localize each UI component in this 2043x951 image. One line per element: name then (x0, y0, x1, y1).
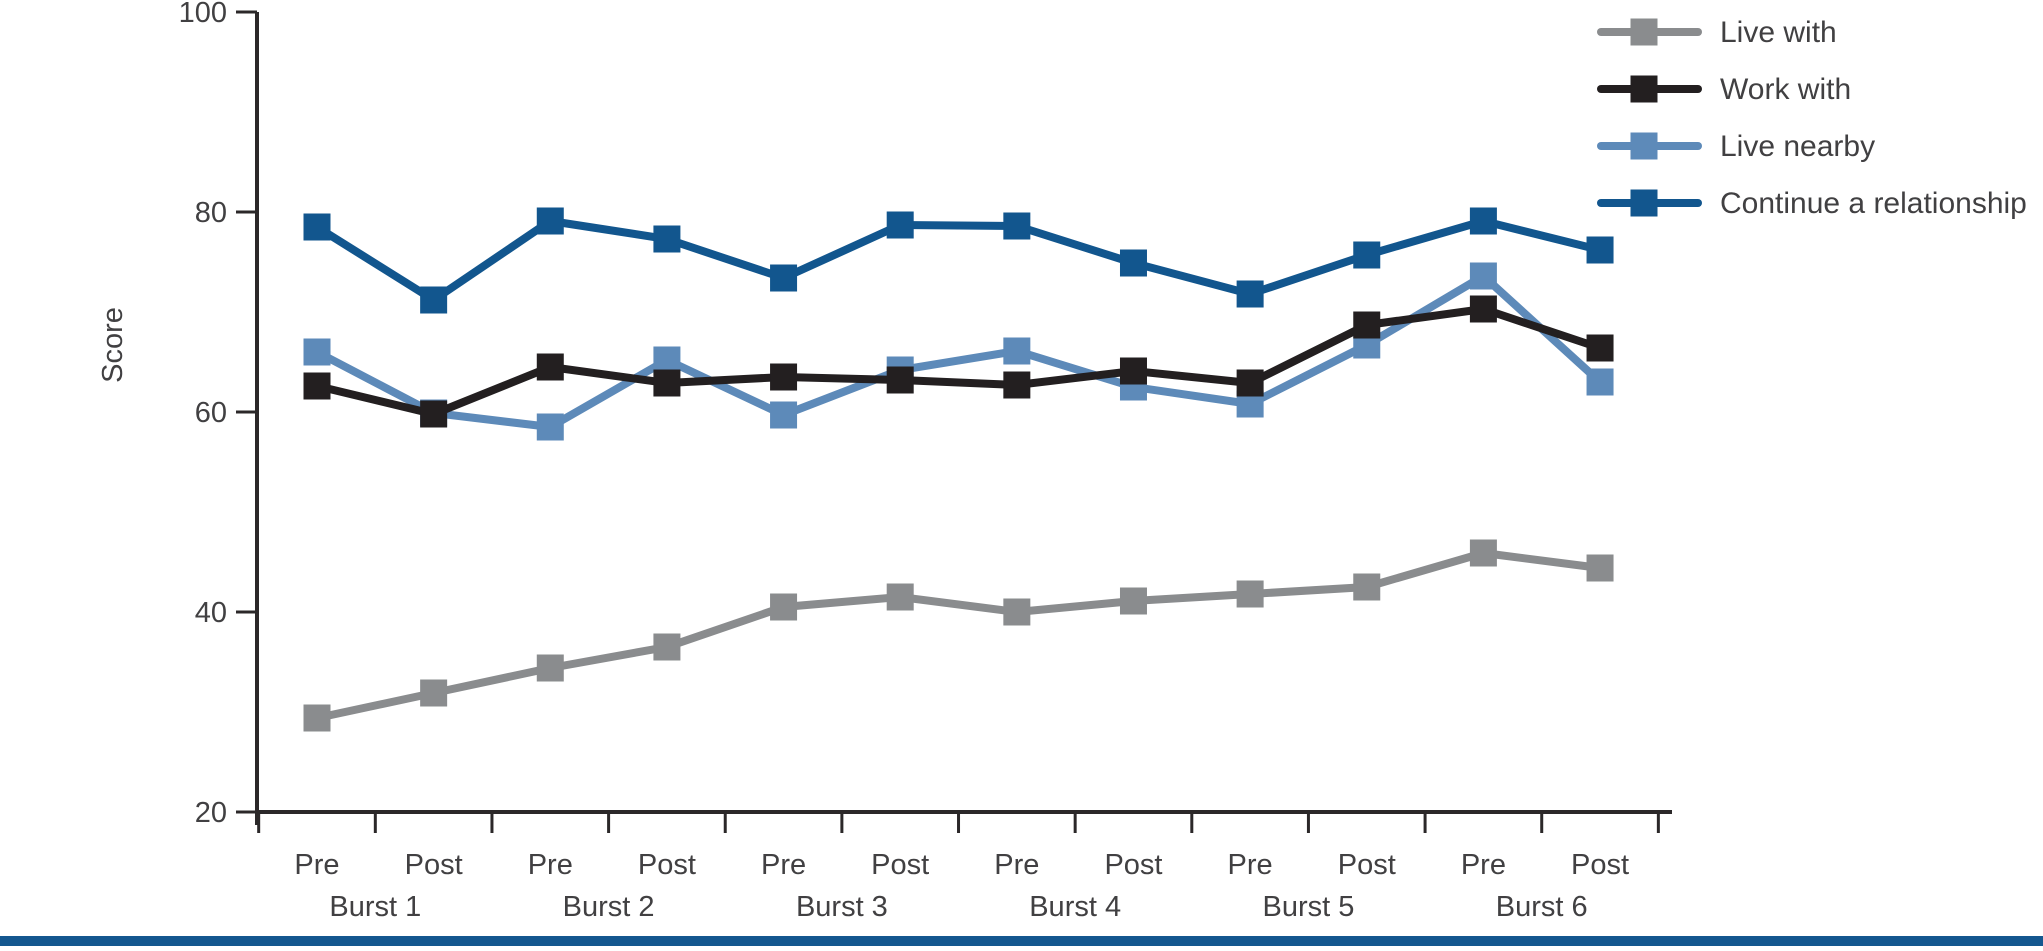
series-marker-0 (1353, 573, 1381, 601)
y-tick-label: 40 (195, 597, 227, 629)
series-marker-1 (653, 369, 681, 397)
series-line-3 (314, 216, 1602, 305)
series-marker-0 (536, 654, 564, 682)
series-line-2 (315, 271, 1603, 432)
legend-label: Work with (1720, 73, 1851, 106)
bottom-rule-bar (0, 936, 2043, 946)
x-tick-label: Pre (294, 849, 339, 881)
x-tick-label: Post (405, 849, 463, 881)
x-group-label: Burst 6 (1496, 891, 1588, 923)
x-group-label: Burst 4 (1029, 891, 1121, 923)
series-marker-1 (1586, 334, 1614, 362)
series-marker-2 (1003, 337, 1031, 365)
series-marker-2 (303, 338, 331, 366)
x-tick-label: Post (1338, 849, 1396, 881)
y-tick-label: 100 (179, 0, 227, 29)
x-tick-label: Pre (1228, 849, 1273, 881)
series-marker-3 (1586, 236, 1614, 264)
x-tick-label: Post (1571, 849, 1629, 881)
x-group-label: Burst 5 (1263, 891, 1355, 923)
series-marker-3 (536, 207, 564, 235)
series-marker-1 (1119, 357, 1147, 385)
legend-label: Continue a relationship (1720, 187, 2027, 220)
series-marker-2 (1469, 262, 1497, 290)
series-marker-1 (770, 363, 798, 391)
series-marker-3 (1119, 249, 1147, 277)
y-tick-label: 20 (195, 797, 227, 829)
y-tick-label: 80 (195, 197, 227, 229)
legend-marker-icon (1630, 189, 1658, 217)
series-marker-1 (1003, 371, 1031, 399)
x-tick-label: Pre (528, 849, 573, 881)
series-marker-3 (303, 213, 331, 241)
series-marker-1 (1469, 295, 1497, 323)
x-group-label: Burst 3 (796, 891, 888, 923)
legend-marker-icon (1630, 18, 1658, 46)
series-marker-0 (653, 633, 681, 661)
x-group-label: Burst 1 (329, 891, 421, 923)
series-marker-3 (1353, 241, 1381, 269)
series-marker-0 (1469, 539, 1497, 567)
series-marker-0 (303, 704, 331, 732)
x-tick-label: Pre (994, 849, 1039, 881)
series-marker-3 (1236, 280, 1264, 308)
series-marker-0 (420, 679, 448, 707)
series-marker-0 (770, 593, 798, 621)
x-group-label: Burst 2 (563, 891, 655, 923)
x-tick-label: Pre (1461, 849, 1506, 881)
series-marker-1 (1236, 369, 1264, 397)
series-marker-3 (420, 286, 448, 314)
series-marker-1 (886, 366, 914, 394)
series-line-1 (316, 304, 1602, 419)
y-axis-title: Score (97, 307, 129, 383)
legend-marker-icon (1630, 75, 1658, 103)
series-marker-3 (653, 225, 681, 253)
series-marker-1 (1353, 311, 1381, 339)
series-marker-2 (536, 413, 564, 441)
series-marker-2 (653, 346, 681, 374)
series-marker-2 (1586, 368, 1614, 396)
series-marker-3 (770, 264, 798, 292)
x-tick-label: Post (871, 849, 929, 881)
x-tick-label: Post (638, 849, 696, 881)
series-marker-2 (770, 401, 798, 429)
series-marker-1 (536, 353, 564, 381)
series-marker-1 (303, 372, 331, 400)
series-marker-0 (1586, 554, 1614, 582)
legend-label: Live with (1720, 16, 1837, 49)
series-marker-0 (1236, 580, 1264, 608)
series-marker-0 (1003, 598, 1031, 626)
series-marker-0 (1119, 587, 1147, 615)
x-tick-label: Post (1104, 849, 1162, 881)
series-line-0 (316, 548, 1601, 722)
x-tick-label: Pre (761, 849, 806, 881)
series-marker-3 (1469, 207, 1497, 235)
series-marker-3 (886, 211, 914, 239)
legend-marker-icon (1630, 132, 1658, 160)
series-marker-1 (420, 400, 448, 428)
y-tick-label: 60 (195, 397, 227, 429)
legend-label: Live nearby (1720, 130, 1875, 163)
series-marker-0 (886, 583, 914, 611)
series-marker-3 (1003, 212, 1031, 240)
